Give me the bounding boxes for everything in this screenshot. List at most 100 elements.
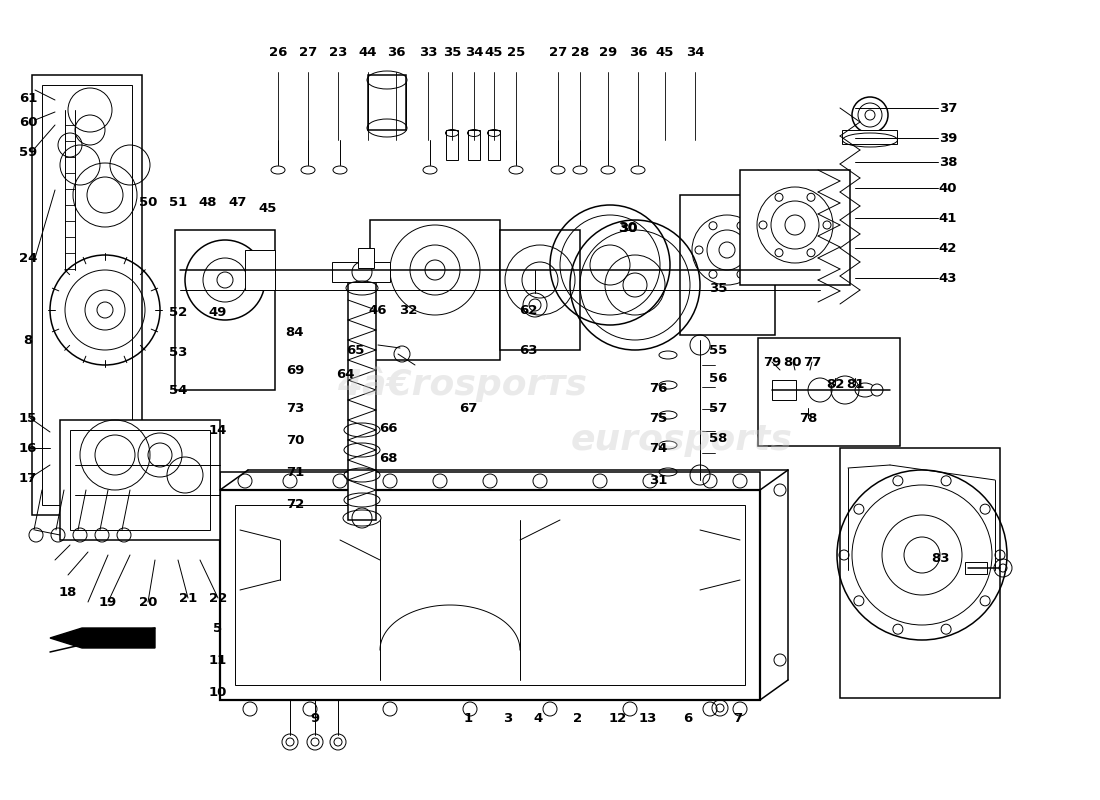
Bar bbox=[42, 85, 132, 505]
Bar bbox=[175, 230, 275, 390]
Text: 17: 17 bbox=[19, 471, 37, 485]
Text: 18: 18 bbox=[58, 586, 77, 598]
Text: 53: 53 bbox=[168, 346, 187, 358]
Text: 42: 42 bbox=[938, 242, 957, 254]
Text: eurosports: eurosports bbox=[571, 423, 793, 457]
Text: 25: 25 bbox=[507, 46, 525, 58]
Text: 23: 23 bbox=[329, 46, 348, 58]
Text: 51: 51 bbox=[169, 195, 187, 209]
Text: 58: 58 bbox=[708, 431, 727, 445]
Text: 41: 41 bbox=[938, 211, 957, 225]
Text: 66: 66 bbox=[378, 422, 397, 434]
Text: 43: 43 bbox=[938, 271, 957, 285]
Text: 20: 20 bbox=[139, 595, 157, 609]
Text: 65: 65 bbox=[345, 343, 364, 357]
Text: 72: 72 bbox=[286, 498, 304, 510]
Text: 61: 61 bbox=[19, 91, 37, 105]
Bar bbox=[842, 130, 896, 144]
Text: 45: 45 bbox=[258, 202, 277, 214]
Text: 79: 79 bbox=[763, 355, 781, 369]
Text: 36: 36 bbox=[387, 46, 405, 58]
Text: 60: 60 bbox=[19, 115, 37, 129]
Text: 64: 64 bbox=[336, 369, 354, 382]
Text: 44: 44 bbox=[359, 46, 377, 58]
Text: 81: 81 bbox=[846, 378, 865, 391]
Text: 38: 38 bbox=[938, 155, 957, 169]
Text: 15: 15 bbox=[19, 411, 37, 425]
Text: 34: 34 bbox=[464, 46, 483, 58]
Circle shape bbox=[871, 384, 883, 396]
Text: 40: 40 bbox=[938, 182, 957, 194]
Bar bbox=[70, 430, 210, 530]
Text: 1: 1 bbox=[463, 711, 473, 725]
Text: 48: 48 bbox=[199, 195, 218, 209]
Text: 46: 46 bbox=[368, 303, 387, 317]
Text: 69: 69 bbox=[286, 363, 305, 377]
Text: 11: 11 bbox=[209, 654, 227, 666]
Text: 76: 76 bbox=[649, 382, 668, 394]
Bar bbox=[468, 130, 480, 160]
Text: 4: 4 bbox=[534, 711, 542, 725]
Text: 77: 77 bbox=[803, 355, 821, 369]
Text: 82: 82 bbox=[826, 378, 844, 391]
Circle shape bbox=[217, 272, 233, 288]
Text: 10: 10 bbox=[209, 686, 228, 698]
Bar bbox=[840, 448, 1000, 698]
Text: 35: 35 bbox=[708, 282, 727, 294]
Text: 49: 49 bbox=[209, 306, 228, 318]
Text: 3: 3 bbox=[504, 711, 513, 725]
Text: 33: 33 bbox=[419, 46, 438, 58]
Text: 30: 30 bbox=[618, 222, 637, 234]
Text: 12: 12 bbox=[609, 711, 627, 725]
Bar bbox=[500, 230, 580, 350]
Bar bbox=[740, 170, 850, 285]
Bar bbox=[245, 250, 275, 290]
Bar bbox=[488, 130, 501, 160]
Text: 35: 35 bbox=[443, 46, 461, 58]
Text: 24: 24 bbox=[19, 251, 37, 265]
Bar bbox=[220, 490, 760, 700]
Bar bbox=[446, 130, 458, 160]
Text: 54: 54 bbox=[168, 383, 187, 397]
Text: 80: 80 bbox=[783, 355, 801, 369]
Text: 56: 56 bbox=[708, 371, 727, 385]
Text: 78: 78 bbox=[799, 411, 817, 425]
Bar bbox=[965, 562, 987, 574]
Text: 55: 55 bbox=[708, 343, 727, 357]
Text: 9: 9 bbox=[310, 711, 320, 725]
Text: 8: 8 bbox=[23, 334, 33, 346]
Text: 7: 7 bbox=[734, 711, 742, 725]
Circle shape bbox=[425, 260, 446, 280]
Text: 63: 63 bbox=[519, 343, 537, 357]
Bar bbox=[772, 380, 796, 400]
Text: 70: 70 bbox=[286, 434, 305, 446]
Text: 4â€rosporтs: 4â€rosporтs bbox=[337, 366, 587, 402]
Text: 2: 2 bbox=[573, 711, 583, 725]
Text: 75: 75 bbox=[649, 411, 667, 425]
Bar bbox=[368, 75, 406, 130]
Bar bbox=[332, 262, 390, 282]
Text: 14: 14 bbox=[209, 423, 228, 437]
Text: 22: 22 bbox=[209, 591, 227, 605]
Polygon shape bbox=[50, 628, 155, 648]
Bar bbox=[220, 472, 760, 490]
Text: 26: 26 bbox=[268, 46, 287, 58]
Text: 30: 30 bbox=[618, 221, 638, 235]
Bar bbox=[370, 220, 500, 360]
Bar bbox=[32, 75, 142, 515]
Bar bbox=[235, 505, 745, 685]
Text: 47: 47 bbox=[229, 195, 248, 209]
Bar bbox=[60, 420, 220, 540]
Text: 67: 67 bbox=[459, 402, 477, 414]
Text: 52: 52 bbox=[169, 306, 187, 318]
Text: 59: 59 bbox=[19, 146, 37, 158]
Text: 5: 5 bbox=[213, 622, 222, 634]
Bar bbox=[358, 248, 374, 268]
Text: 29: 29 bbox=[598, 46, 617, 58]
Text: 71: 71 bbox=[286, 466, 304, 478]
Text: 62: 62 bbox=[519, 303, 537, 317]
Text: 84: 84 bbox=[286, 326, 305, 338]
Text: 6: 6 bbox=[683, 711, 693, 725]
Text: 83: 83 bbox=[931, 551, 949, 565]
Text: 45: 45 bbox=[485, 46, 503, 58]
